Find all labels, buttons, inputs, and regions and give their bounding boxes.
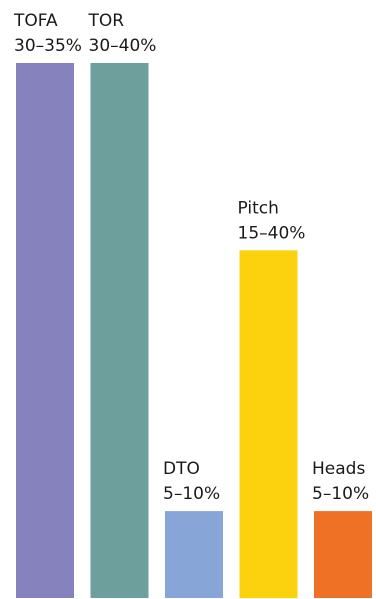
category-label-dto: DTO xyxy=(163,459,200,479)
bar-pitch xyxy=(239,250,298,599)
range-label-pitch: 15–40% xyxy=(238,223,306,243)
category-label-heads: Heads xyxy=(312,459,365,479)
bar-dto xyxy=(165,511,223,598)
bar-heads xyxy=(314,511,372,598)
range-label-tor: 30–40% xyxy=(89,36,157,56)
category-label-pitch: Pitch xyxy=(238,198,279,218)
category-label-tor: TOR xyxy=(88,11,125,31)
range-label-heads: 5–10% xyxy=(312,484,369,504)
bar-tor xyxy=(90,63,149,598)
category-label-tofa: TOFA xyxy=(13,11,58,31)
range-label-tofa: 30–35% xyxy=(14,36,82,56)
bar-tofa xyxy=(16,63,74,598)
range-label-dto: 5–10% xyxy=(163,484,220,504)
